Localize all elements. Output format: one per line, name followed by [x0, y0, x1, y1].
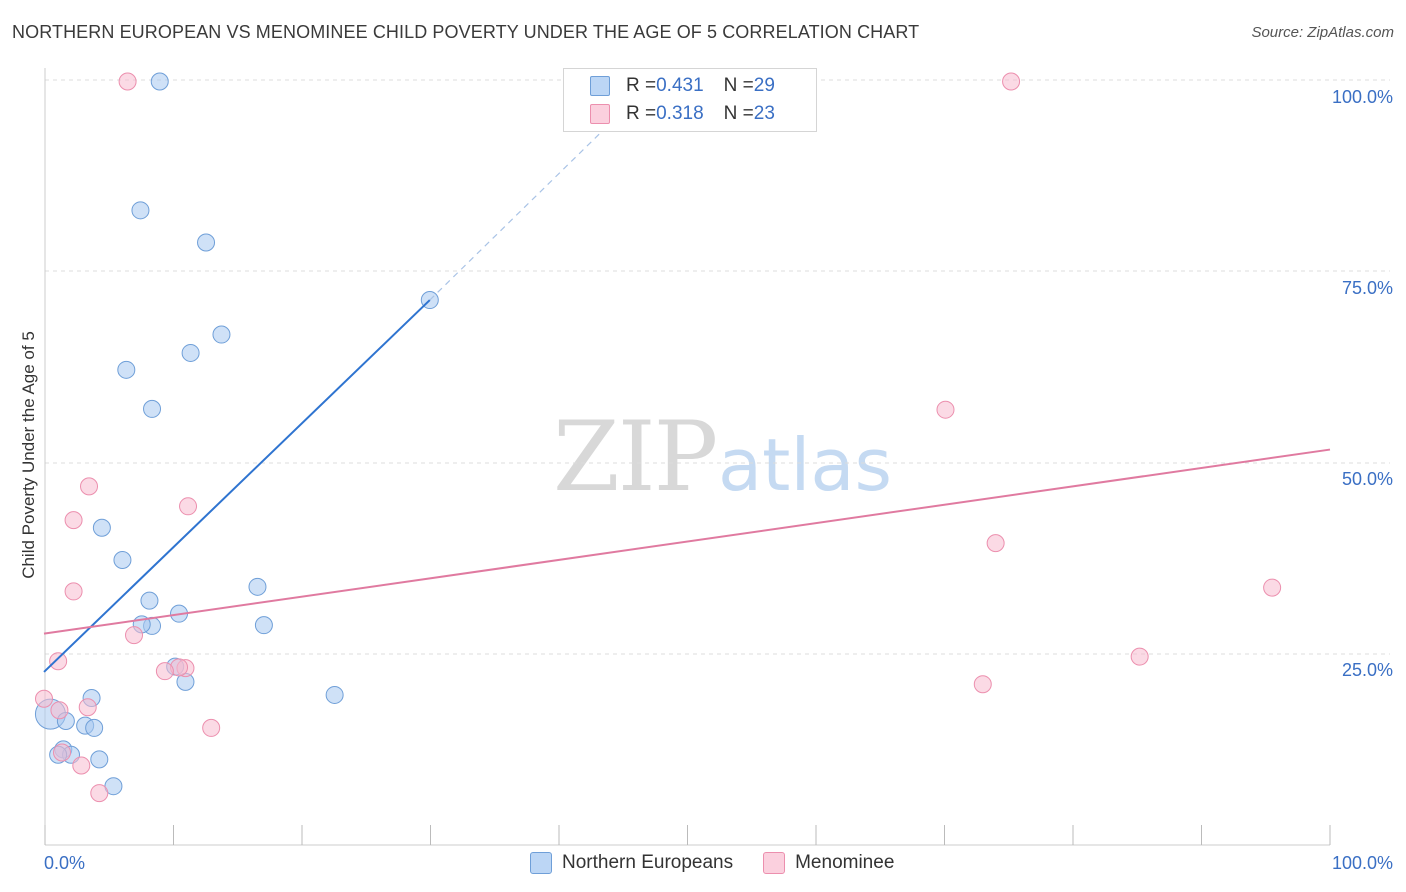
northern-european-point — [197, 233, 216, 252]
northern-european-point — [254, 616, 273, 635]
menominee-point — [179, 497, 198, 516]
chart-title: NORTHERN EUROPEAN VS MENOMINEE CHILD POV… — [12, 22, 920, 42]
stats-legend-row-menominee: R = 0.318 N = 23 — [590, 101, 775, 127]
menominee-point — [64, 511, 83, 530]
menominee-point — [64, 582, 83, 601]
northern-european-trendline-extension — [429, 123, 611, 301]
northern-european-point — [212, 325, 231, 344]
northern-european-point — [181, 343, 200, 362]
stats-legend: R = 0.431 N = 29 R = 0.318 N = 23 — [563, 68, 817, 132]
legend-swatch-blue — [590, 76, 610, 96]
northern-european-point — [150, 72, 169, 91]
menominee-point — [1263, 578, 1282, 597]
menominee-point — [973, 675, 992, 694]
northern-european-point — [113, 550, 132, 569]
x-tick-label: 0.0% — [44, 853, 85, 873]
legend-swatch-pink — [590, 104, 610, 124]
n-label: N = — [723, 103, 754, 124]
r-value: 0.431 — [656, 75, 704, 96]
watermark-atlas: atlas — [718, 423, 892, 507]
northern-european-point — [92, 518, 111, 537]
northern-european-trendline — [43, 299, 431, 673]
menominee-point — [125, 626, 144, 645]
menominee-point — [155, 662, 174, 681]
northern-european-point — [90, 750, 109, 769]
n-value: 29 — [753, 75, 775, 96]
northern-european-point — [248, 577, 267, 596]
x-tick-label: 100.0% — [1332, 853, 1393, 873]
menominee-point — [118, 72, 137, 91]
northern-european-point — [140, 591, 159, 610]
stats-legend-row-northern: R = 0.431 N = 29 — [590, 73, 775, 99]
menominee-point — [1130, 647, 1149, 666]
r-label: R = — [626, 75, 657, 96]
menominee-point — [80, 477, 99, 496]
watermark-zip: ZIP — [553, 401, 716, 513]
menominee-point — [936, 400, 955, 419]
y-tick-label: 100.0% — [1332, 87, 1393, 107]
menominee-point — [49, 652, 68, 671]
menominee-point — [986, 534, 1005, 553]
northern-european-point — [143, 399, 162, 418]
legend-label: Northern Europeans — [562, 852, 734, 873]
y-tick-label: 25.0% — [1342, 660, 1393, 680]
y-tick-label: 75.0% — [1342, 278, 1393, 298]
source-label: Source: ZipAtlas.com — [1251, 24, 1394, 41]
legend-item-northern-europeans: Northern Europeans — [530, 852, 733, 874]
menominee-point — [90, 784, 109, 803]
legend-swatch-pink — [763, 852, 786, 874]
northern-european-point — [85, 718, 104, 737]
legend-swatch-blue — [530, 852, 552, 874]
northern-european-point — [131, 201, 150, 220]
y-tick-label: 50.0% — [1342, 469, 1393, 489]
menominee-point — [50, 701, 69, 720]
r-label: R = — [626, 103, 657, 124]
northern-european-point — [325, 685, 344, 704]
series-legend: Northern Europeans Menominee — [530, 852, 924, 874]
menominee-point — [202, 718, 221, 737]
legend-label: Menominee — [795, 852, 895, 873]
menominee-point — [72, 756, 91, 775]
n-value: 23 — [753, 103, 775, 124]
r-value: 0.318 — [656, 103, 704, 124]
menominee-point — [1002, 72, 1021, 91]
menominee-trendline — [43, 448, 1331, 635]
menominee-point — [35, 689, 53, 708]
menominee-point — [53, 743, 72, 762]
northern-european-point — [117, 360, 136, 379]
menominee-point — [78, 698, 97, 717]
legend-item-menominee: Menominee — [763, 852, 894, 874]
n-label: N = — [723, 75, 754, 96]
